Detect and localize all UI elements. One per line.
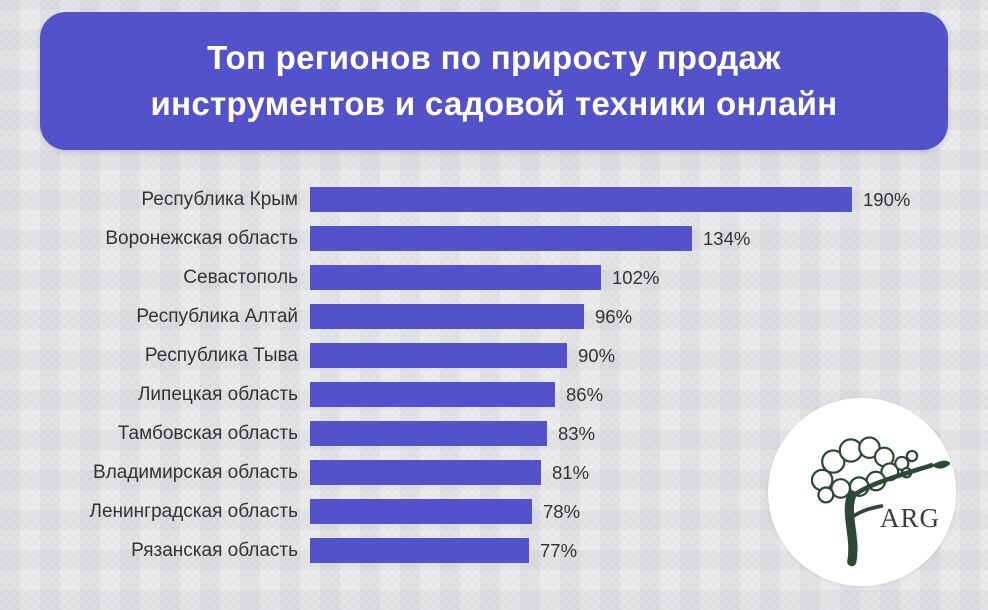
bar-row: Ленинградская область 78% bbox=[40, 492, 948, 531]
arg-logo: ARG bbox=[768, 398, 956, 586]
bar bbox=[310, 538, 529, 563]
bar-chart: Республика Крым 190% Воронежская область 13… bbox=[40, 180, 948, 570]
bar-label: Рязанская область bbox=[131, 539, 298, 561]
bar-track: 190% bbox=[310, 187, 948, 212]
bar-track: 96% bbox=[310, 304, 948, 329]
bar-row: Севастополь 102% bbox=[40, 258, 948, 297]
tree-icon bbox=[810, 436, 950, 567]
bar-label: Тамбовская область bbox=[117, 422, 298, 444]
bar-label: Владимирская область bbox=[93, 461, 298, 483]
bar-row: Республика Крым 190% bbox=[40, 180, 948, 219]
bar-value: 190% bbox=[863, 188, 911, 210]
bar bbox=[310, 460, 541, 485]
bar-track: 77% bbox=[310, 538, 948, 563]
bar-value: 134% bbox=[703, 227, 751, 249]
bar bbox=[310, 343, 567, 368]
bar bbox=[310, 226, 692, 251]
bar bbox=[310, 187, 852, 212]
bar-row: Республика Тыва 90% bbox=[40, 336, 948, 375]
logo-text: ARG bbox=[879, 503, 940, 533]
bar-row: Тамбовская область 83% bbox=[40, 414, 948, 453]
chart-title-line-2: инструментов и садовой техники онлайн bbox=[150, 85, 838, 122]
bar bbox=[310, 499, 532, 524]
bar-row: Республика Алтай 96% bbox=[40, 297, 948, 336]
bar-value: 90% bbox=[578, 344, 616, 366]
bar-label: Республика Тыва bbox=[144, 344, 298, 366]
bar-row: Воронежская область 134% bbox=[40, 219, 948, 258]
bar-value: 96% bbox=[595, 305, 633, 327]
bar-label: Республика Крым bbox=[141, 188, 298, 210]
bar bbox=[310, 304, 584, 329]
bar-value: 81% bbox=[552, 461, 590, 483]
bar-track: 134% bbox=[310, 226, 948, 251]
bar-track: 102% bbox=[310, 265, 948, 290]
bar-value: 102% bbox=[612, 266, 660, 288]
bar bbox=[310, 421, 547, 446]
bar-label: Севастополь bbox=[183, 266, 298, 288]
bar bbox=[310, 265, 601, 290]
bar-value: 77% bbox=[540, 539, 578, 561]
chart-title-line-1: Топ регионов по приросту продаж bbox=[207, 39, 781, 77]
bar-track: 81% bbox=[310, 460, 948, 485]
bar-row: Липецкая область 86% bbox=[40, 375, 948, 414]
bar bbox=[310, 382, 555, 407]
bar-label: Воронежская область bbox=[105, 227, 298, 249]
bar-row: Владимирская область 81% bbox=[40, 453, 948, 492]
bar-row: Рязанская область 77% bbox=[40, 531, 948, 570]
bar-track: 78% bbox=[310, 499, 948, 524]
title-banner: Топ регионов по приросту продаж инструме… bbox=[40, 12, 948, 150]
bar-label: Ленинградская область bbox=[89, 500, 299, 522]
bar-track: 86% bbox=[310, 382, 948, 407]
bar-value: 78% bbox=[543, 500, 581, 522]
bar-track: 83% bbox=[310, 421, 948, 446]
bar-label: Липецкая область bbox=[137, 383, 298, 405]
bar-track: 90% bbox=[310, 343, 948, 368]
bar-value: 83% bbox=[558, 422, 596, 444]
bar-label: Республика Алтай bbox=[136, 305, 298, 327]
bar-value: 86% bbox=[566, 383, 604, 405]
